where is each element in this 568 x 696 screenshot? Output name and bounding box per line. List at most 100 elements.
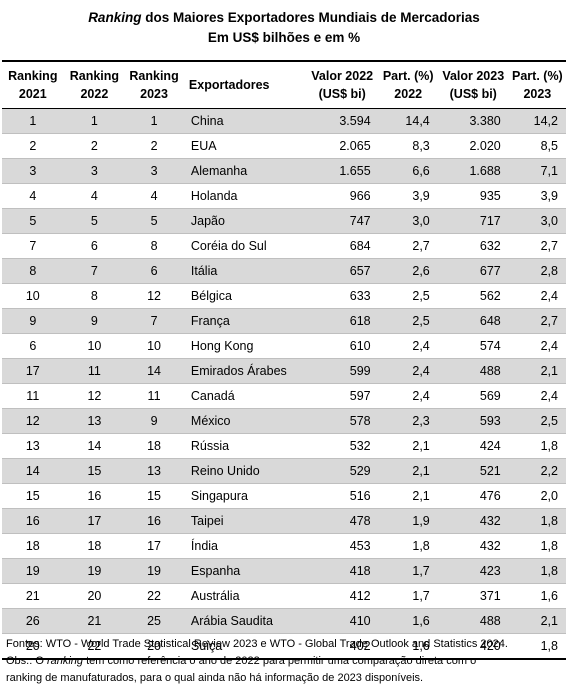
exporter-name-cell: Alemanha [182, 158, 306, 184]
share-2023-cell: 8,5 [508, 133, 566, 159]
rank-2021-cell: 26 [2, 608, 64, 634]
exporter-name-cell: França [182, 308, 306, 334]
rank-2022-cell: 14 [63, 433, 126, 459]
header-ranking-2022: Ranking 2022 [63, 60, 126, 109]
rank-2022-cell: 4 [63, 183, 126, 209]
rank-2023-cell: 17 [125, 533, 183, 559]
rank-2022-cell: 9 [63, 308, 126, 334]
value-2023-cell: 521 [437, 458, 509, 484]
value-2022-cell: 578 [305, 408, 379, 434]
rank-2022-cell: 18 [63, 533, 126, 559]
table-row: 26 21 25 Arábia Saudita 410 1,6 488 2,1 [2, 608, 566, 634]
share-2023-cell: 2,1 [508, 358, 566, 384]
table-row: 15 16 15 Singapura 516 2,1 476 2,0 [2, 483, 566, 509]
value-2022-cell: 532 [305, 433, 379, 459]
table-row: 11 12 11 Canadá 597 2,4 569 2,4 [2, 383, 566, 409]
value-2023-cell: 632 [437, 233, 509, 259]
value-2023-cell: 432 [437, 508, 509, 534]
exporter-name-cell: Suiça [182, 633, 306, 660]
rank-2023-cell: 1 [125, 108, 183, 134]
rank-2023-cell: 20 [125, 633, 183, 660]
rank-2023-cell: 3 [125, 158, 183, 184]
header-value-2022: Valor 2022 (US$ bi) [305, 60, 379, 109]
value-2023-cell: 648 [437, 308, 509, 334]
rank-2023-cell: 9 [125, 408, 183, 434]
exporter-name-cell: Singapura [182, 483, 306, 509]
share-2023-cell: 2,7 [508, 308, 566, 334]
rank-2022-cell: 7 [63, 258, 126, 284]
rank-2023-cell: 5 [125, 208, 183, 234]
rank-2021-cell: 8 [2, 258, 64, 284]
value-2023-cell: 432 [437, 533, 509, 559]
table-row: 2 2 2 EUA 2.065 8,3 2.020 8,5 [2, 133, 566, 159]
value-2022-cell: 610 [305, 333, 379, 359]
exporter-name-cell: Espanha [182, 558, 306, 584]
rank-2022-cell: 16 [63, 483, 126, 509]
share-2023-cell: 1,8 [508, 558, 566, 584]
value-2023-cell: 476 [437, 483, 509, 509]
footnote-obs-line-2: ranking de manufaturados, para o qual ai… [6, 672, 424, 684]
rank-2021-cell: 13 [2, 433, 64, 459]
rank-2021-cell: 21 [2, 583, 64, 609]
footnote-obs: Obs.: O ranking tem como referência o an… [6, 655, 477, 667]
share-2022-cell: 6,6 [378, 158, 438, 184]
table-row: 8 7 6 Itália 657 2,6 677 2,8 [2, 258, 566, 284]
exporter-name-cell: Austrália [182, 583, 306, 609]
share-2022-cell: 2,7 [378, 233, 438, 259]
rank-2022-cell: 19 [63, 558, 126, 584]
exporter-name-cell: Bélgica [182, 283, 306, 309]
table-row: 14 15 13 Reino Unido 529 2,1 521 2,2 [2, 458, 566, 484]
share-2023-cell: 3,0 [508, 208, 566, 234]
exporter-name-cell: Reino Unido [182, 458, 306, 484]
table-row: 10 8 12 Bélgica 633 2,5 562 2,4 [2, 283, 566, 309]
value-2022-cell: 3.594 [305, 108, 379, 134]
rank-2022-cell: 15 [63, 458, 126, 484]
share-2022-cell: 2,1 [378, 483, 438, 509]
share-2022-cell: 1,9 [378, 508, 438, 534]
share-2022-cell: 1,7 [378, 583, 438, 609]
rank-2021-cell: 5 [2, 208, 64, 234]
value-2022-cell: 402 [305, 633, 379, 660]
share-2023-cell: 2,4 [508, 383, 566, 409]
rank-2023-cell: 6 [125, 258, 183, 284]
rank-2022-cell: 5 [63, 208, 126, 234]
rank-2023-cell: 10 [125, 333, 183, 359]
rank-2021-cell: 7 [2, 233, 64, 259]
title-line-1: Ranking dos Maiores Exportadores Mundiai… [88, 10, 480, 25]
rank-2022-cell: 20 [63, 583, 126, 609]
share-2023-cell: 7,1 [508, 158, 566, 184]
value-2022-cell: 657 [305, 258, 379, 284]
rank-2023-cell: 4 [125, 183, 183, 209]
table-row: 20 22 20 Suiça 402 1,6 420 1,8 [2, 633, 566, 660]
rank-2021-cell: 4 [2, 183, 64, 209]
table-body: 1 1 1 China 3.594 14,4 3.380 14,2 2 2 2 EUA 2.065 8,3… [2, 108, 566, 660]
share-2022-cell: 1,6 [378, 633, 438, 660]
exporter-name-cell: Japão [182, 208, 306, 234]
rank-2021-cell: 20 [2, 633, 64, 660]
exporter-name-cell: EUA [182, 133, 306, 159]
share-2023-cell: 2,5 [508, 408, 566, 434]
rank-2021-cell: 12 [2, 408, 64, 434]
rank-2022-cell: 1 [63, 108, 126, 134]
share-2023-cell: 2,7 [508, 233, 566, 259]
exporter-name-cell: Canadá [182, 383, 306, 409]
value-2022-cell: 633 [305, 283, 379, 309]
rank-2021-cell: 1 [2, 108, 64, 134]
share-2022-cell: 14,4 [378, 108, 438, 134]
share-2022-cell: 1,7 [378, 558, 438, 584]
share-2022-cell: 2,4 [378, 333, 438, 359]
value-2023-cell: 717 [437, 208, 509, 234]
rank-2023-cell: 2 [125, 133, 183, 159]
table-row: 12 13 9 México 578 2,3 593 2,5 [2, 408, 566, 434]
share-2023-cell: 2,0 [508, 483, 566, 509]
header-share-2022: Part. (%) 2022 [378, 60, 438, 109]
table-row: 7 6 8 Coréia do Sul 684 2,7 632 2,7 [2, 233, 566, 259]
share-2023-cell: 1,8 [508, 533, 566, 559]
rank-2021-cell: 10 [2, 283, 64, 309]
exporter-name-cell: Hong Kong [182, 333, 306, 359]
table-row: 9 9 7 França 618 2,5 648 2,7 [2, 308, 566, 334]
rank-2023-cell: 15 [125, 483, 183, 509]
value-2022-cell: 597 [305, 383, 379, 409]
exporter-name-cell: Rússia [182, 433, 306, 459]
share-2023-cell: 2,8 [508, 258, 566, 284]
